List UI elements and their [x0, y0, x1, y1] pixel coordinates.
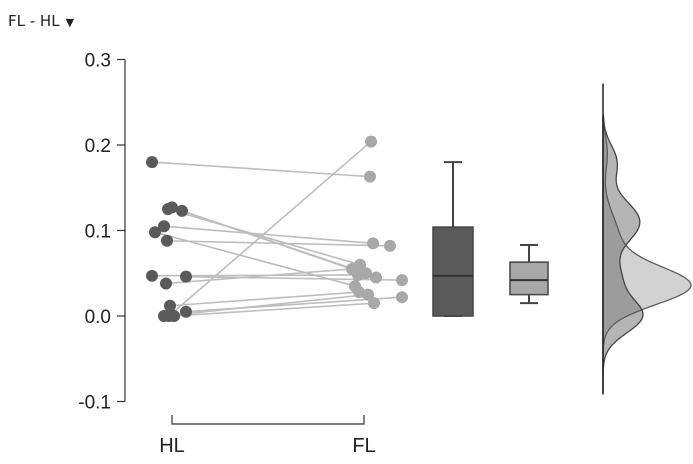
- hl-point: [180, 305, 192, 318]
- fl-point: [364, 170, 376, 183]
- hl-point: [146, 156, 158, 169]
- hl-density: [602, 115, 644, 393]
- pair-line: [165, 268, 353, 285]
- pair-line: [169, 291, 360, 307]
- x-axis-line: [171, 415, 365, 425]
- hl-point: [176, 204, 188, 217]
- pair-line: [185, 275, 403, 281]
- hl-point: [158, 310, 170, 322]
- fl-point: [365, 135, 377, 148]
- y-tick-label: -0.1: [78, 393, 111, 414]
- pair-line: [168, 140, 372, 317]
- hl-point: [166, 201, 178, 214]
- y-tick-label: 0.0: [85, 307, 111, 328]
- y-tick-label: 0.3: [85, 51, 111, 72]
- fl-point: [396, 274, 408, 287]
- hl-point: [180, 270, 192, 283]
- hl-point: [160, 277, 172, 290]
- pair-line: [167, 208, 361, 266]
- pair-line: [173, 302, 375, 317]
- y-tick-label: 0.1: [85, 222, 111, 243]
- fl-point: [370, 271, 382, 284]
- y-tick-label: 0.2: [85, 136, 111, 157]
- hl-point: [164, 299, 176, 312]
- hl-point: [161, 234, 173, 247]
- fl-point: [346, 262, 358, 275]
- pair-line: [163, 293, 369, 317]
- fl-point: [368, 297, 380, 310]
- fl-point: [367, 237, 379, 250]
- data-points: [146, 135, 408, 322]
- y-axis: -0.1 0.0 0.1 0.2 0.3: [78, 51, 126, 414]
- fl-point: [384, 239, 396, 252]
- hl-point: [146, 269, 158, 282]
- fl-box: [509, 261, 549, 296]
- hl-point: [158, 220, 170, 233]
- boxplots: [432, 161, 549, 317]
- pair-line: [163, 225, 374, 245]
- fl-point: [396, 291, 408, 304]
- x-tick-label-hl: HL: [159, 435, 185, 457]
- pair-line: [166, 239, 391, 247]
- pair-lines: [151, 140, 403, 317]
- dropdown-caret-icon[interactable]: ▼: [65, 16, 75, 29]
- density-plots: [602, 83, 692, 395]
- fl-point: [362, 288, 374, 301]
- x-axis: HL FL: [159, 415, 376, 457]
- hl-point: [149, 226, 161, 239]
- header-label-text: FL - HL: [8, 12, 60, 30]
- header-label[interactable]: FL - HL ▼: [8, 12, 74, 30]
- x-tick-label-fl: FL: [352, 435, 375, 457]
- pair-line: [151, 161, 371, 178]
- fl-point: [353, 286, 365, 299]
- hl-point: [168, 310, 180, 322]
- hl-box: [432, 226, 474, 317]
- pair-line: [181, 210, 377, 279]
